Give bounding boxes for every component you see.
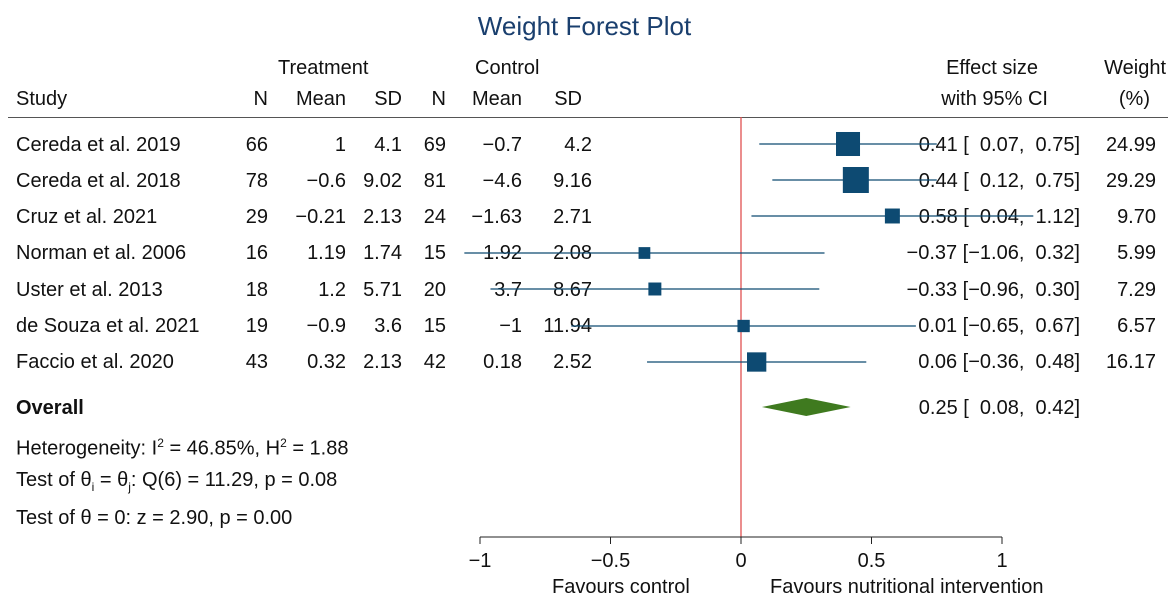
favours-intervention-label: Favours nutritional intervention xyxy=(770,576,1044,598)
study-name: Faccio et al. 2020 xyxy=(16,351,174,373)
treatment-sd: 3.6 xyxy=(374,315,402,337)
weight-header: Weight xyxy=(1104,57,1166,79)
x-tick-label: 0.5 xyxy=(858,550,886,572)
effect-marker xyxy=(884,208,900,224)
treatment-sd: 4.1 xyxy=(374,134,402,156)
header-rule xyxy=(8,117,1168,118)
treatment-n: 16 xyxy=(245,242,268,264)
control-group-header: Control xyxy=(475,57,540,79)
x-tick-label: 1 xyxy=(996,550,1007,572)
control-mean: −0.7 xyxy=(482,134,522,156)
treatment-sd-header: SD xyxy=(374,88,402,110)
treatment-n: 43 xyxy=(245,351,268,373)
study-name: de Souza et al. 2021 xyxy=(16,315,200,337)
control-n: 15 xyxy=(423,315,446,337)
treatment-sd: 9.02 xyxy=(363,170,402,192)
overall-diamond xyxy=(761,398,851,416)
effect-marker xyxy=(648,282,662,296)
control-n: 42 xyxy=(423,351,446,373)
study-name: Cereda et al. 2019 xyxy=(16,134,181,156)
heterogeneity-text: Heterogeneity: I2 = 46.85%, H2 = 1.88 xyxy=(16,436,349,460)
control-sd: 2.71 xyxy=(553,206,592,228)
treatment-mean: 1.19 xyxy=(307,242,346,264)
control-sd: 11.94 xyxy=(543,315,592,337)
overall-label: Overall xyxy=(16,397,84,419)
control-sd-header: SD xyxy=(554,88,582,110)
control-n: 81 xyxy=(423,170,446,192)
effect-marker xyxy=(638,247,651,259)
effect-ci: 0.01 [−0.65, 0.67] xyxy=(918,315,1080,337)
effect-ci: 0.41 [ 0.07, 0.75] xyxy=(918,134,1080,156)
effect-ci: 0.58 [ 0.04, 1.12] xyxy=(918,206,1080,228)
control-mean: −1.63 xyxy=(471,206,522,228)
study-name: Norman et al. 2006 xyxy=(16,242,187,264)
effect-marker xyxy=(737,319,750,333)
treatment-mean: 0.32 xyxy=(307,351,346,373)
effect-ci: 0.44 [ 0.12, 0.75] xyxy=(918,170,1080,192)
effect-marker xyxy=(747,352,767,372)
control-n: 69 xyxy=(423,134,446,156)
weight-value: 5.99 xyxy=(1117,242,1156,264)
treatment-n: 66 xyxy=(245,134,268,156)
control-n: 15 xyxy=(423,242,446,264)
treatment-sd: 2.13 xyxy=(363,206,402,228)
control-mean-header: Mean xyxy=(471,88,522,110)
treatment-mean: 1 xyxy=(334,134,346,156)
treatment-sd: 5.71 xyxy=(363,279,402,301)
x-tick-label: −0.5 xyxy=(591,550,630,572)
x-tick-label: −1 xyxy=(469,550,492,572)
control-mean: −1 xyxy=(499,315,522,337)
x-tick-label: 0 xyxy=(735,550,746,572)
effect-ci: 0.06 [−0.36, 0.48] xyxy=(918,351,1080,373)
weight-value: 16.17 xyxy=(1105,351,1156,373)
control-sd: 4.2 xyxy=(564,134,592,156)
treatment-n-header: N xyxy=(253,88,268,110)
control-mean: −4.6 xyxy=(482,170,522,192)
treatment-n: 78 xyxy=(245,170,268,192)
study-name: Cruz et al. 2021 xyxy=(16,206,158,228)
weight-value: 9.70 xyxy=(1117,206,1156,228)
weight-unit-header: (%) xyxy=(1118,88,1150,110)
effect-ci: −0.33 [−0.96, 0.30] xyxy=(906,279,1080,301)
treatment-mean: 1.2 xyxy=(318,279,346,301)
treatment-mean: −0.9 xyxy=(306,315,346,337)
control-sd: 8.67 xyxy=(553,279,592,301)
treatment-n: 18 xyxy=(245,279,268,301)
control-sd: 2.52 xyxy=(553,351,592,373)
treatment-n: 29 xyxy=(245,206,268,228)
weight-value: 6.57 xyxy=(1117,315,1156,337)
treatment-mean-header: Mean xyxy=(295,88,346,110)
effect-ci: −0.37 [−1.06, 0.32] xyxy=(906,242,1080,264)
favours-control-label: Favours control xyxy=(552,576,690,598)
overall-effect-ci: 0.25 [ 0.08, 0.42] xyxy=(918,397,1080,419)
treatment-sd: 2.13 xyxy=(363,351,402,373)
treatment-n: 19 xyxy=(245,315,268,337)
effect-size-header: Effect size xyxy=(946,57,1038,79)
effect-marker xyxy=(836,131,861,157)
control-n: 20 xyxy=(423,279,446,301)
treatment-sd: 1.74 xyxy=(363,242,402,264)
control-mean: 3.7 xyxy=(494,279,522,301)
effect-marker xyxy=(842,167,869,193)
weight-value: 7.29 xyxy=(1117,279,1156,301)
treatment-group-header: Treatment xyxy=(278,57,369,79)
control-n: 24 xyxy=(423,206,446,228)
weight-value: 29.29 xyxy=(1105,170,1156,192)
study-name: Cereda et al. 2018 xyxy=(16,170,181,192)
weight-value: 24.99 xyxy=(1105,134,1156,156)
study-header: Study xyxy=(16,88,68,110)
effect-test-text: Test of θ = 0: z = 2.90, p = 0.00 xyxy=(16,507,293,529)
study-name: Uster et al. 2013 xyxy=(16,279,163,301)
control-sd: 9.16 xyxy=(553,170,592,192)
chart-title: Weight Forest Plot xyxy=(477,11,692,41)
homogeneity-test-text: Test of θi = θj: Q(6) = 11.29, p = 0.08 xyxy=(16,469,338,494)
ci-header: with 95% CI xyxy=(941,88,1048,110)
control-n-header: N xyxy=(431,88,446,110)
treatment-mean: −0.21 xyxy=(295,206,346,228)
control-mean: 0.18 xyxy=(483,351,522,373)
treatment-mean: −0.6 xyxy=(306,170,346,192)
